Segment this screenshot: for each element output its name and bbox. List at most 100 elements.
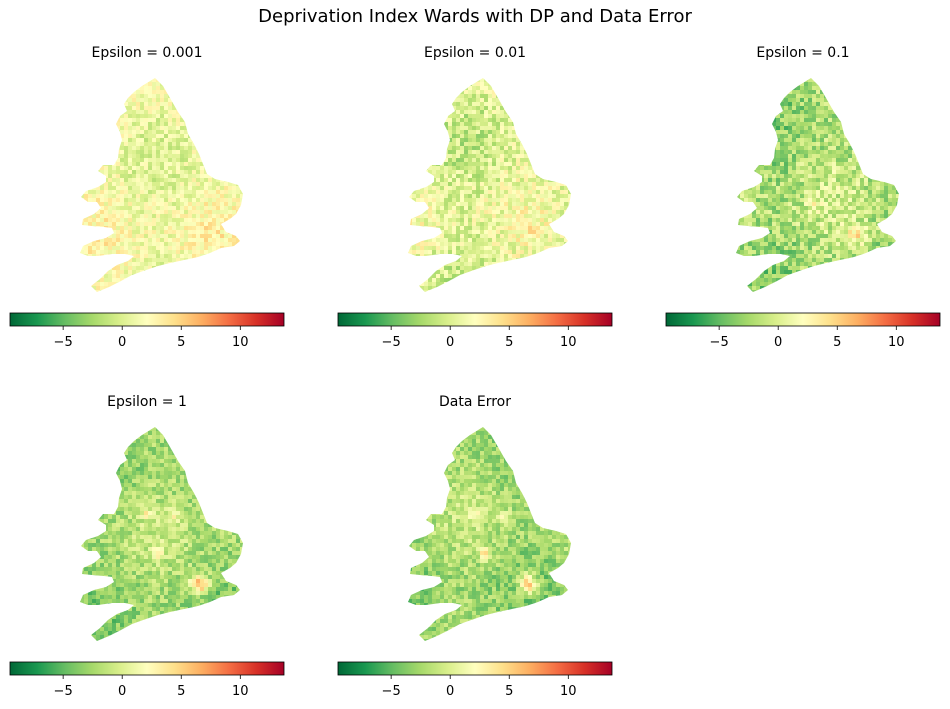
ward-cell <box>412 182 417 187</box>
ward-cell <box>140 214 145 219</box>
ward-cell <box>152 214 157 219</box>
ward-cell <box>228 158 233 163</box>
ward-cell <box>552 150 557 155</box>
ward-cell <box>224 246 229 251</box>
ward-cell <box>100 190 105 195</box>
ward-cell <box>64 198 68 202</box>
ward-cell <box>68 226 72 230</box>
ward-cell <box>472 242 477 247</box>
ward-cell <box>92 278 97 283</box>
ward-cell <box>160 110 165 115</box>
ward-cell <box>64 78 68 82</box>
ward-cell <box>96 142 101 147</box>
ward-cell <box>120 282 125 287</box>
ward-cell <box>108 86 113 91</box>
ward-cell <box>520 130 525 135</box>
ward-cell <box>392 198 396 202</box>
ward-cell <box>200 98 205 103</box>
ward-cell <box>208 174 213 179</box>
ward-cell <box>112 278 117 283</box>
ward-cell <box>80 262 85 267</box>
ward-cell <box>116 262 121 267</box>
ward-cell <box>128 266 133 271</box>
ward-cell <box>524 210 529 215</box>
ward-cell <box>452 110 457 115</box>
ward-cell <box>568 262 571 267</box>
ward-cell <box>88 250 93 255</box>
ward-cell <box>236 174 241 179</box>
ward-cell <box>168 234 173 239</box>
ward-cell <box>80 250 85 255</box>
ward-cell <box>476 250 481 255</box>
ward-cell <box>152 174 157 179</box>
ward-cell <box>140 122 145 127</box>
ward-cell <box>488 266 493 271</box>
ward-cell <box>436 162 441 167</box>
ward-cell <box>452 222 457 227</box>
ward-cell <box>224 90 229 95</box>
ward-cell <box>572 78 576 82</box>
ward-cell <box>464 98 469 103</box>
ward-cell <box>156 270 161 275</box>
ward-cell <box>552 126 557 131</box>
ward-cell <box>168 158 173 163</box>
ward-cell <box>416 250 421 255</box>
ward-cell <box>560 106 565 111</box>
ward-cell <box>480 102 485 107</box>
ward-cell <box>472 118 477 123</box>
ward-cell <box>216 270 221 275</box>
ward-cell <box>416 206 421 211</box>
ward-cell <box>480 278 485 283</box>
ward-cell <box>492 82 497 87</box>
ward-cell <box>524 206 529 211</box>
ward-cell <box>132 86 137 91</box>
ward-cell <box>544 210 549 215</box>
ward-cell <box>220 210 225 215</box>
ward-cell <box>96 186 101 191</box>
ward-cell <box>516 218 521 223</box>
ward-cell <box>524 258 529 263</box>
ward-cell <box>168 254 173 259</box>
ward-cell <box>100 214 105 219</box>
ward-cell <box>440 194 445 199</box>
ward-cell <box>516 278 521 283</box>
ward-cell <box>500 230 505 235</box>
ward-cell <box>524 262 529 267</box>
ward-cell <box>536 110 541 115</box>
ward-cell <box>552 178 557 183</box>
ward-cell <box>472 222 477 227</box>
ward-cell <box>192 250 197 255</box>
ward-cell <box>108 150 113 155</box>
ward-cell <box>140 102 145 107</box>
ward-cell <box>512 178 517 183</box>
ward-cell <box>516 282 521 287</box>
ward-cell <box>496 282 501 287</box>
ward-cell <box>436 154 441 159</box>
ward-cell <box>180 190 185 195</box>
ward-cell <box>216 182 221 187</box>
ward-cell <box>396 110 400 114</box>
ward-cell <box>80 182 81 187</box>
ward-cell <box>116 102 121 107</box>
ward-cell <box>408 126 413 131</box>
ward-cell <box>440 258 445 263</box>
ward-cell <box>112 154 117 159</box>
ward-cell <box>444 278 449 283</box>
ward-cell <box>80 210 81 215</box>
ward-cell <box>564 126 569 131</box>
ward-cell <box>500 238 505 243</box>
ward-cell <box>232 282 237 287</box>
ward-cell <box>400 246 404 250</box>
ward-cell <box>80 166 85 171</box>
ward-cell <box>208 182 213 187</box>
ward-cell <box>156 254 161 259</box>
ward-cell <box>388 146 392 150</box>
ward-cell <box>228 78 233 83</box>
ward-cell <box>492 270 497 275</box>
ward-cell <box>108 290 113 292</box>
ward-cell <box>392 250 396 254</box>
ward-cell <box>104 274 109 279</box>
ward-cell <box>84 198 89 203</box>
ward-cell <box>128 110 133 115</box>
ward-cell <box>480 262 485 267</box>
